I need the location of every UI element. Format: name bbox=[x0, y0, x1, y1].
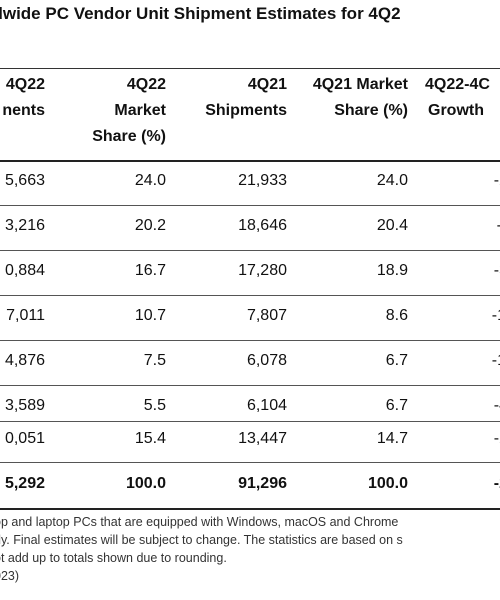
header-bottom-rule bbox=[0, 160, 500, 162]
col1-header-line1: 4Q22 bbox=[5, 76, 45, 93]
cell-r1-c4: 24.0 bbox=[376, 172, 408, 189]
total-c1: 5,292 bbox=[4, 475, 45, 492]
cell-r5-c5: -1 bbox=[491, 352, 500, 369]
col1-header-line2: nents bbox=[2, 102, 45, 119]
row-divider-4 bbox=[0, 340, 500, 341]
cell-r6-c1: 3,589 bbox=[4, 397, 45, 414]
cell-r4-c1: 7,011 bbox=[6, 307, 45, 324]
footnote-line-2: dy. Final estimates will be subject to c… bbox=[0, 533, 403, 547]
cell-r5-c3: 6,078 bbox=[246, 352, 287, 369]
row-divider-5 bbox=[0, 385, 500, 386]
row-divider-1 bbox=[0, 205, 500, 206]
cell-r2-c5: - bbox=[497, 217, 500, 235]
footnote-line-3: ot add up to totals shown due to roundin… bbox=[0, 551, 227, 565]
col4-header-line1: 4Q21 Market bbox=[312, 76, 408, 93]
cell-r7-c5: -2 bbox=[493, 430, 500, 447]
cell-r3-c4: 18.9 bbox=[376, 262, 408, 279]
cell-r6-c5: -4 bbox=[493, 397, 500, 414]
cell-r1-c2: 24.0 bbox=[134, 172, 166, 189]
cell-r3-c2: 16.7 bbox=[134, 262, 166, 279]
total-c5: -2 bbox=[493, 475, 500, 492]
footnote-line-4: 023) bbox=[0, 569, 20, 583]
cell-r6-c3: 6,104 bbox=[246, 397, 287, 414]
row-divider-3 bbox=[0, 295, 500, 296]
cell-r3-c5: -3 bbox=[493, 262, 500, 279]
cell-r2-c1: 3,216 bbox=[4, 217, 45, 234]
col5-header-line1: 4Q22-4C bbox=[425, 76, 490, 93]
cell-r2-c3: 18,646 bbox=[238, 217, 287, 234]
cell-r4-c5: -1 bbox=[491, 307, 500, 324]
row-divider-6 bbox=[0, 421, 500, 422]
cell-r7-c3: 13,447 bbox=[238, 430, 287, 447]
footnotes: op and laptop PCs that are equipped with… bbox=[0, 513, 500, 585]
footnote-line-1: op and laptop PCs that are equipped with… bbox=[0, 515, 399, 529]
cell-r4-c3: 7,807 bbox=[246, 307, 287, 324]
col2-header-line3: Share (%) bbox=[92, 128, 166, 145]
cell-r5-c1: 4,876 bbox=[4, 352, 45, 369]
row-divider-2 bbox=[0, 250, 500, 251]
cell-r2-c4: 20.4 bbox=[376, 217, 408, 234]
col3-header-line1: 4Q21 bbox=[247, 76, 287, 93]
cell-r7-c2: 15.4 bbox=[134, 430, 166, 447]
total-c3: 91,296 bbox=[238, 475, 287, 492]
cell-r5-c4: 6.7 bbox=[385, 352, 408, 369]
table-bottom-rule bbox=[0, 508, 500, 510]
cell-r4-c4: 8.6 bbox=[385, 307, 408, 324]
cell-r3-c1: 0,884 bbox=[4, 262, 45, 279]
col3-header-line2: Shipments bbox=[205, 102, 287, 119]
table-title: Worldwide PC Vendor Unit Shipment Estima… bbox=[0, 4, 401, 23]
cell-r6-c4: 6.7 bbox=[385, 397, 408, 414]
col2-header-line1: 4Q22 bbox=[126, 76, 166, 93]
cell-r2-c2: 20.2 bbox=[134, 217, 166, 234]
cell-r7-c1: 0,051 bbox=[4, 430, 45, 447]
cell-r1-c1: 5,663 bbox=[4, 172, 45, 189]
col4-header-line2: Share (%) bbox=[334, 102, 408, 119]
col5-header-line2: Growth bbox=[428, 102, 484, 119]
cell-r1-c5: -2 bbox=[493, 172, 500, 189]
cell-r4-c2: 10.7 bbox=[134, 307, 166, 324]
cell-r7-c4: 14.7 bbox=[376, 430, 408, 447]
total-c2: 100.0 bbox=[125, 475, 166, 492]
cell-r3-c3: 17,280 bbox=[238, 262, 287, 279]
total-c4: 100.0 bbox=[367, 475, 408, 492]
row-divider-7 bbox=[0, 462, 500, 463]
cell-r5-c2: 7.5 bbox=[143, 352, 166, 369]
cell-r1-c3: 21,933 bbox=[238, 172, 287, 189]
header-top-rule bbox=[0, 68, 500, 69]
col2-header-line2: Market bbox=[114, 102, 166, 119]
cell-r6-c2: 5.5 bbox=[143, 397, 166, 414]
